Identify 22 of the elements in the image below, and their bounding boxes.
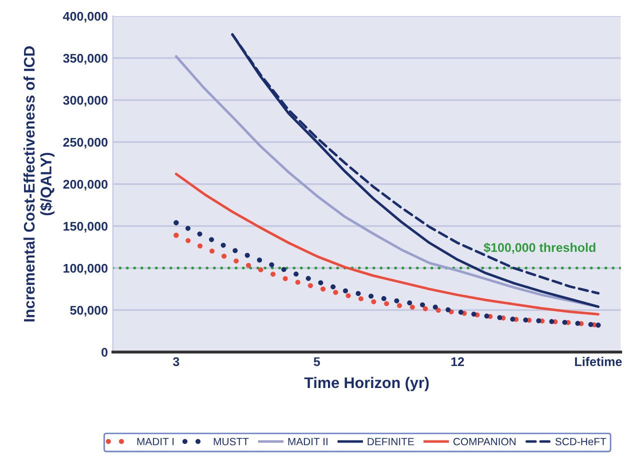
ref-line-label: $100,000 threshold <box>484 242 596 254</box>
x-axis-title: Time Horizon (yr) <box>304 376 429 392</box>
y-tick-label: 250,000 <box>63 138 108 149</box>
y-tick-label: 50,000 <box>70 306 108 317</box>
legend-label: DEFINITE <box>368 438 414 446</box>
y-tick-label: 0 <box>102 348 108 357</box>
y-tick-label: 200,000 <box>63 180 108 191</box>
x-tick-label: Lifetime <box>575 356 622 366</box>
y-tick-label: 400,000 <box>63 12 108 23</box>
legend-label: MADIT II <box>288 438 328 446</box>
legend-label: SCD-HeFT <box>555 438 606 446</box>
legend-label: COMPANION <box>453 438 516 446</box>
y-axis-title: Incremental Cost-Effectiveness of ICD ($/QALY) <box>23 46 54 322</box>
legend-label: MUSTT <box>214 438 249 446</box>
legend-label: MADIT I <box>137 438 174 446</box>
x-tick-label: 5 <box>314 357 320 366</box>
y-tick-label: 150,000 <box>64 222 108 233</box>
x-tick-label: 12 <box>451 357 464 366</box>
y-tick-label: 100,000 <box>64 264 108 275</box>
x-tick-label: 3 <box>172 357 180 366</box>
y-tick-label: 300,000 <box>63 96 108 107</box>
y-tick-label: 350,000 <box>63 54 108 65</box>
